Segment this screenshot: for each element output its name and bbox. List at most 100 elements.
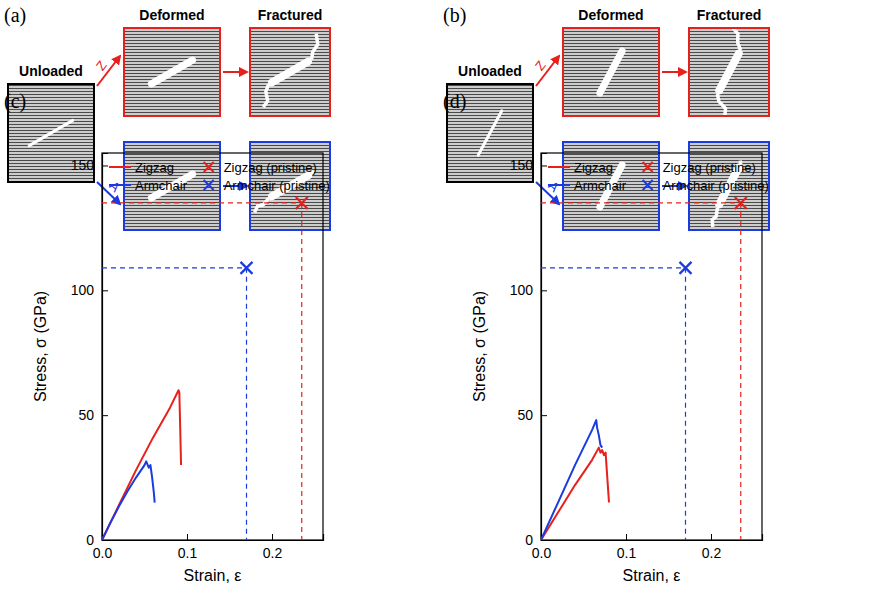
y-tick-label: 50 <box>78 407 94 423</box>
plot-area <box>541 197 747 540</box>
y-tick-mark <box>102 290 108 291</box>
x-tick-label: 0.2 <box>702 545 722 561</box>
legend-label: Armchair <box>574 178 627 193</box>
box-frame <box>124 142 220 230</box>
stage-title: Unloaded <box>458 63 522 79</box>
stage-title: Fractured <box>697 7 762 23</box>
lattice <box>563 28 659 116</box>
legend-swatch <box>643 162 653 172</box>
drop-line <box>246 268 247 540</box>
panel-label: (c) <box>4 90 26 113</box>
x-tick-mark <box>711 534 712 540</box>
series-line <box>102 461 155 540</box>
y-tick-label: 0 <box>525 532 533 548</box>
diagram-panel: (a)UnloadedDeformedFracturedZA <box>4 4 335 230</box>
y-tick-label: 150 <box>71 157 95 173</box>
y-axis-line <box>103 154 109 541</box>
y-axis: 0 50 100 150 <box>510 154 547 548</box>
series-line <box>102 390 181 540</box>
sample-box <box>563 142 659 230</box>
chart-panel: (c)0.00.10.2050100150Strain, εStress, σ … <box>4 90 330 584</box>
legend-swatch <box>548 184 570 186</box>
box-frame <box>250 28 330 116</box>
y-axis-title: Stress, σ (GPa) <box>32 291 49 402</box>
x-tick-mark <box>272 534 273 540</box>
path-label: A <box>545 178 562 195</box>
legend-item: Armchair (pristine) <box>643 178 769 193</box>
slit <box>267 56 314 88</box>
lattice <box>563 142 659 230</box>
legend-swatch <box>204 162 214 172</box>
legend-swatch <box>548 166 570 168</box>
slit <box>147 55 198 88</box>
y-tick: 150 <box>71 157 108 173</box>
box-frame <box>563 28 659 116</box>
y-tick-mark <box>541 165 547 166</box>
y-tick-label: 150 <box>510 157 534 173</box>
crack <box>250 34 330 107</box>
drop-line <box>541 202 741 203</box>
x-tick-label: 0.0 <box>532 545 552 561</box>
legend-label: Armchair <box>135 178 188 193</box>
y-tick: 150 <box>510 157 547 173</box>
legend-swatch <box>643 180 653 190</box>
x-axis-line <box>542 534 763 541</box>
y-axis: 050100150 <box>71 154 108 548</box>
legend-item: Zigzag <box>548 160 613 175</box>
sample-box <box>245 28 335 116</box>
stage-title: Deformed <box>578 7 643 23</box>
legend-label: Zigzag <box>135 160 174 175</box>
y-tick-label: 0 <box>86 532 94 548</box>
x-tick-label: 0.1 <box>617 545 637 561</box>
legend-label: Armchair (pristine) <box>663 178 769 193</box>
x-tick: 0.1 <box>178 534 198 561</box>
x-axis-title: Strain, ε <box>184 567 242 584</box>
plot-frame <box>102 153 323 540</box>
y-axis-line <box>542 154 548 541</box>
point-marker <box>241 262 253 274</box>
legend-swatch <box>109 184 131 186</box>
x-tick-mark <box>187 534 188 540</box>
series-line <box>541 420 602 540</box>
point-marker <box>296 197 308 209</box>
x-axis-title: Strain, ε <box>623 567 681 584</box>
y-tick-mark <box>102 415 108 416</box>
legend-item: Zigzag (pristine) <box>204 160 317 175</box>
y-tick-mark <box>102 165 108 166</box>
x-axis: 0.0 0.1 0.2 <box>532 534 763 561</box>
slit <box>714 48 744 96</box>
legend-label: Zigzag <box>574 160 613 175</box>
stage-title: Deformed <box>139 7 204 23</box>
sample-box <box>563 28 659 116</box>
legend-item: Armchair <box>548 178 627 193</box>
point-marker <box>735 197 747 209</box>
panel-label: (b) <box>443 4 466 27</box>
box-frame <box>689 28 769 116</box>
y-tick-label: 100 <box>510 282 534 298</box>
y-tick-label: 50 <box>517 407 533 423</box>
y-tick-mark <box>541 415 547 416</box>
path-label: A <box>106 178 123 195</box>
legend-label: Zigzag (pristine) <box>663 160 756 175</box>
stage-title: Fractured <box>258 7 323 23</box>
stage-title: Unloaded <box>19 63 83 79</box>
drop-line <box>102 202 302 203</box>
legend-item: Zigzag (pristine) <box>643 160 756 175</box>
legend: Zigzag Armchair Zigzag (pristine) Armchair … <box>109 160 330 193</box>
crack <box>692 28 763 116</box>
plot-frame <box>541 153 762 540</box>
lattice <box>124 142 220 230</box>
arrow <box>662 71 686 73</box>
x-tick: 0.2 <box>702 534 722 561</box>
y-tick: 50 <box>517 407 547 423</box>
drop-line <box>685 268 686 540</box>
x-tick: 0.1 <box>617 534 637 561</box>
legend-swatch <box>204 180 214 190</box>
series-line <box>541 448 609 540</box>
legend-item: Armchair (pristine) <box>204 178 330 193</box>
sample-box <box>124 142 220 230</box>
y-tick: 100 <box>510 282 547 298</box>
y-tick-mark <box>102 540 108 541</box>
slit <box>595 46 627 97</box>
plot-area <box>102 197 308 540</box>
